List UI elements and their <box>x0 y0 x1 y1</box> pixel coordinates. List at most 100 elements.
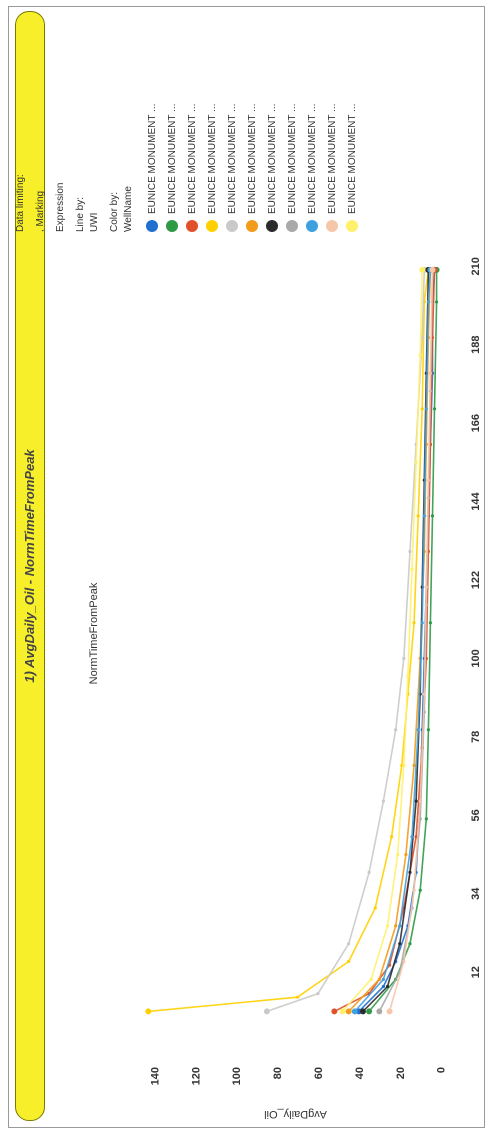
y-tick-label-2: 40 <box>354 1067 366 1079</box>
data-point-9-0 <box>386 1008 393 1015</box>
legend-color-by-value[interactable]: WellName <box>123 186 134 232</box>
data-point-1-8 <box>432 407 437 411</box>
legend-expression[interactable]: Expression <box>55 182 66 232</box>
data-point-6-3 <box>408 870 412 874</box>
legend-swatch <box>306 220 318 232</box>
x-tick-label-0: 12 <box>470 966 482 978</box>
y-tick-label-3: 60 <box>313 1067 325 1079</box>
legend-item[interactable]: EUNICE MONUMENT ... <box>185 64 199 232</box>
data-point-9-1 <box>402 959 406 964</box>
data-point-10-5 <box>406 674 410 678</box>
data-point-1-5 <box>426 728 430 732</box>
legend-line-by-value[interactable]: UWI <box>89 212 100 232</box>
legend-item-label: EUNICE MONUMENT ... <box>226 103 238 214</box>
y-tick-label-7: 140 <box>149 1067 161 1085</box>
legend-item-label: EUNICE MONUMENT ... <box>206 103 218 214</box>
data-point-10-0 <box>339 1008 346 1015</box>
data-point-9-6 <box>426 478 430 482</box>
x-tick-label-2: 56 <box>470 809 482 821</box>
x-tick-label-7: 166 <box>470 414 482 432</box>
data-point-8-2 <box>398 924 402 928</box>
data-point-1-6 <box>428 621 433 625</box>
data-point-10-4 <box>402 763 406 768</box>
chart-frame: 1) AvgDaily_Oil - NormTimeFromPeak 0 20 40… <box>8 6 485 1128</box>
legend-item[interactable]: EUNICE MONUMENT ... <box>245 64 259 232</box>
series-line-8 <box>354 269 432 1012</box>
legend-item[interactable]: EUNICE MONUMENT ... <box>225 64 239 232</box>
data-point-9-8 <box>429 266 436 273</box>
data-point-5-3 <box>404 852 408 857</box>
data-point-10-3 <box>396 852 400 857</box>
data-point-2-0 <box>331 1008 338 1015</box>
data-point-1-2 <box>408 942 412 946</box>
legend-swatch <box>326 220 338 232</box>
legend-item[interactable]: EUNICE MONUMENT ... <box>265 64 279 232</box>
data-point-10-1 <box>369 977 373 981</box>
plot-area[interactable]: 0 20 40 60 80 100 120 140 12 34 56 78 100 122 144 166 18… <box>9 227 484 1127</box>
series-line-10 <box>341 269 423 1012</box>
legend-item[interactable]: EUNICE MONUMENT ... <box>165 64 179 232</box>
data-point-6-1 <box>385 984 390 989</box>
legend-color-by-label: Color by: <box>109 191 120 232</box>
legend-item[interactable]: EUNICE MONUMENT ... <box>305 64 319 232</box>
data-point-8-3 <box>410 835 414 839</box>
y-tick-label-4: 80 <box>272 1067 284 1079</box>
y-tick-label-6: 120 <box>190 1067 202 1085</box>
x-axis-label: NormTimeFromPeak <box>88 582 100 684</box>
rotated-canvas: 1) AvgDaily_Oil - NormTimeFromPeak 0 20 40… <box>9 7 484 1127</box>
y-tick-label-0: 0 <box>436 1067 448 1073</box>
y-tick-label-5: 100 <box>231 1067 243 1085</box>
data-point-8-8 <box>426 300 430 304</box>
data-point-0-1 <box>381 984 386 989</box>
legend-item-label: EUNICE MONUMENT ... <box>146 103 158 214</box>
data-point-1-0 <box>366 1008 373 1015</box>
data-point-10-9 <box>419 266 426 273</box>
data-point-9-2 <box>412 888 416 892</box>
legend-item[interactable]: EUNICE MONUMENT ... <box>145 64 159 232</box>
legend-line-by-label: Line by: <box>75 196 86 232</box>
data-point-5-1 <box>377 977 381 981</box>
legend-item[interactable]: EUNICE MONUMENT ... <box>285 64 299 232</box>
x-tick-label-6: 144 <box>470 492 482 511</box>
legend-item-label: EUNICE MONUMENT ... <box>286 103 298 214</box>
data-point-9-3 <box>418 799 422 803</box>
data-point-4-5 <box>394 728 398 732</box>
data-point-6-4 <box>414 799 418 803</box>
data-point-3-9 <box>420 407 424 411</box>
data-point-6-2 <box>398 942 402 946</box>
x-tick-label-5: 122 <box>470 571 482 589</box>
legend-item[interactable]: EUNICE MONUMENT ... <box>345 64 359 232</box>
data-point-4-2 <box>347 942 351 946</box>
data-point-3-7 <box>412 621 416 625</box>
y-tick-label-1: 20 <box>395 1067 407 1079</box>
y-axis-label: AvgDaily_Oil <box>264 1108 327 1120</box>
legend-swatch <box>186 220 198 232</box>
legend-data-limiting: Data limiting: <box>15 174 26 232</box>
legend-swatch <box>206 220 218 232</box>
legend-swatch <box>246 220 258 232</box>
data-point-1-3 <box>418 888 422 892</box>
data-point-3-4 <box>389 835 394 839</box>
data-point-1-9 <box>434 300 439 304</box>
data-point-5-4 <box>412 763 416 768</box>
data-point-8-0 <box>351 1008 358 1015</box>
data-point-3-8 <box>416 514 420 518</box>
data-point-8-1 <box>381 977 386 981</box>
legend-item[interactable]: EUNICE MONUMENT ... <box>325 64 339 232</box>
legend-swatch <box>266 220 278 232</box>
data-point-4-1 <box>316 992 320 996</box>
x-tick-label-4: 100 <box>470 649 482 667</box>
legend-swatch <box>286 220 298 232</box>
x-tick-label-8: 188 <box>470 336 482 354</box>
data-point-4-3 <box>367 870 371 874</box>
legend: Data limiting: , Marking Expression Line… <box>9 7 484 232</box>
data-point-9-5 <box>424 585 428 589</box>
data-point-3-3 <box>373 906 377 910</box>
series-line-4 <box>266 269 426 1013</box>
legend-item[interactable]: EUNICE MONUMENT ... <box>205 64 219 232</box>
data-point-3-1 <box>295 995 300 999</box>
data-point-4-0 <box>263 1008 270 1015</box>
legend-marking[interactable]: , Marking <box>35 190 46 232</box>
data-point-8-5 <box>420 621 424 625</box>
data-point-3-0 <box>145 1008 152 1015</box>
